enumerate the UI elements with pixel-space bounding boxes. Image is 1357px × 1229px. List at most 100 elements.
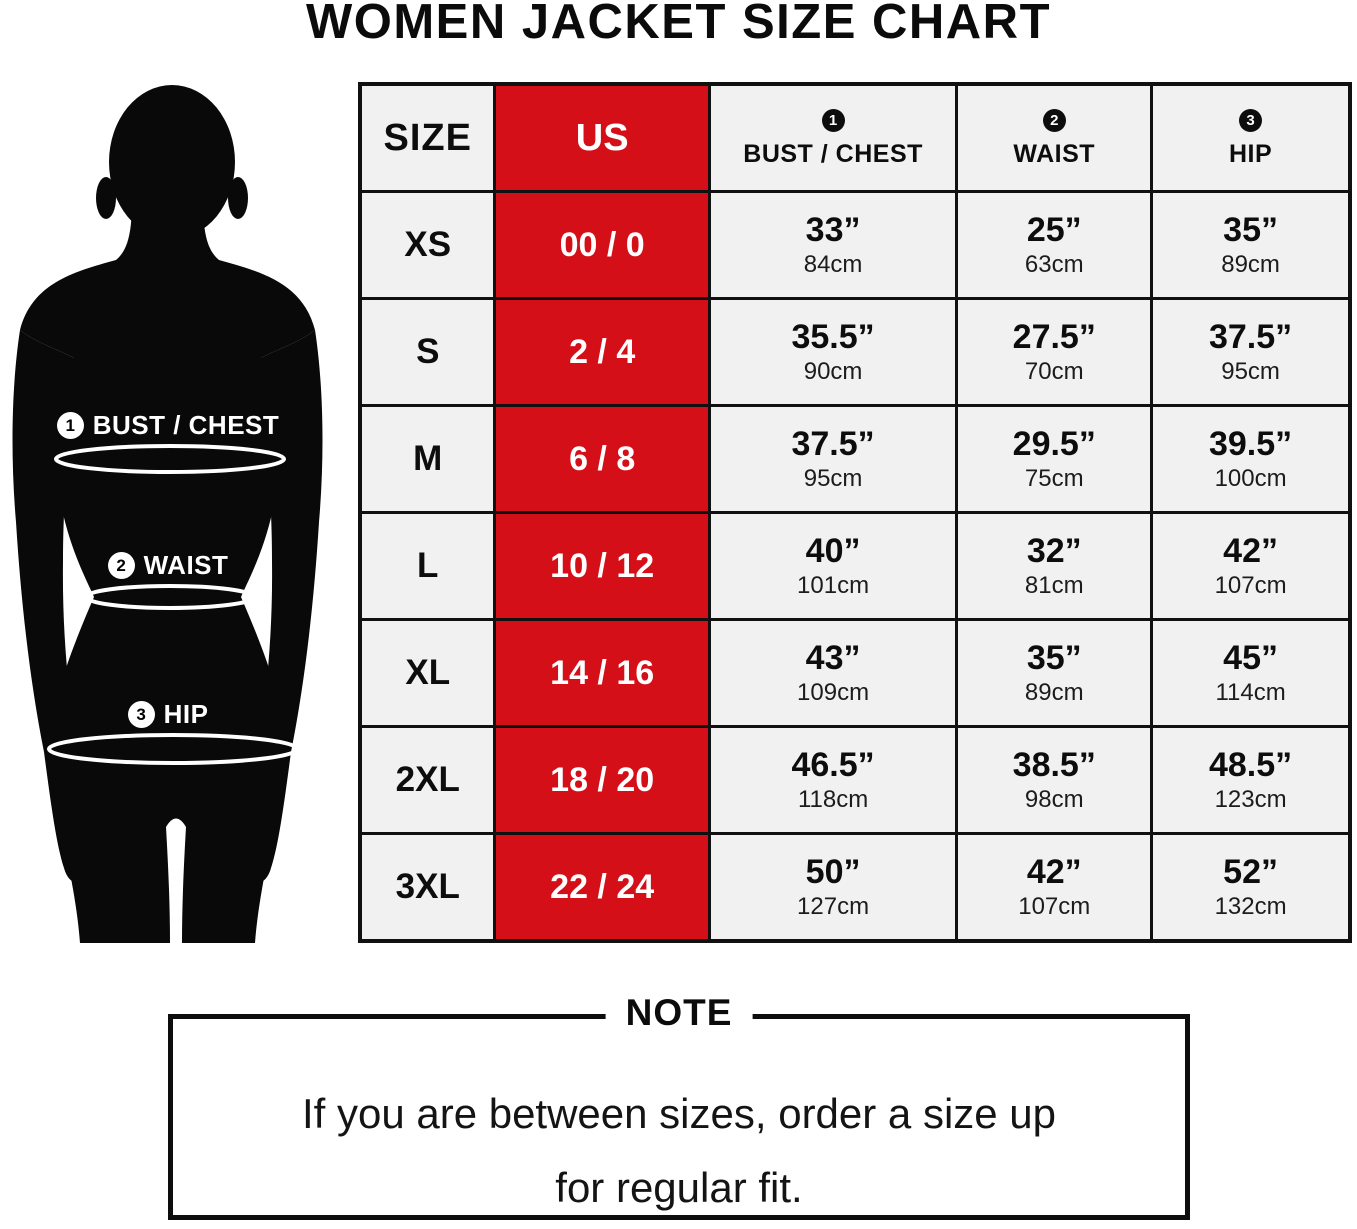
waist-cm: 107cm [1018, 893, 1091, 920]
bust-measure-ellipse [54, 444, 286, 474]
hip-cell: 48.5” 123cm [1153, 728, 1348, 832]
bust-inches: 33” [805, 210, 861, 249]
hip-cell: 37.5” 95cm [1153, 300, 1348, 404]
waist-cm: 81cm [1024, 572, 1084, 599]
hip-inches: 52” [1223, 852, 1278, 891]
hip-measure-ellipse [47, 733, 299, 765]
hip-inches: 39.5” [1208, 424, 1293, 463]
note-title: NOTE [605, 992, 753, 1034]
bust-cell: 40” 101cm [710, 514, 956, 618]
bust-cm: 127cm [797, 893, 870, 920]
hip-inches: 48.5” [1208, 745, 1293, 784]
waist-inches: 29.5” [1012, 424, 1096, 463]
bust-inches: 35.5” [791, 317, 875, 356]
bust-cm: 95cm [803, 465, 863, 492]
bust-cell: 35.5” 90cm [710, 300, 956, 404]
hip-cm: 95cm [1221, 358, 1280, 385]
bust-inches: 46.5” [791, 745, 875, 784]
bust-cm: 90cm [803, 358, 863, 385]
us-size-cell: 14 / 16 [496, 621, 708, 725]
us-size-cell: 2 / 4 [496, 300, 708, 404]
number-2-badge-icon: 2 [1042, 109, 1066, 132]
waist-inches: 25” [1026, 210, 1082, 249]
size-cell: L [362, 514, 494, 618]
hip-cell: 45” 114cm [1153, 621, 1348, 725]
bust-cm: 84cm [803, 251, 863, 278]
hip-inches: 42” [1223, 531, 1278, 570]
waist-inches: 35” [1026, 638, 1082, 677]
number-2-badge-icon: 2 [107, 552, 135, 579]
note-box: NOTE If you are between sizes, order a s… [168, 992, 1190, 1220]
waist-cm: 75cm [1024, 465, 1084, 492]
figure-label-bust: 1 BUST / CHEST [8, 410, 328, 441]
bust-cm: 109cm [797, 679, 870, 706]
figure-label-waist-text: WAIST [143, 550, 229, 580]
header-waist-label: WAIST [1013, 140, 1096, 168]
header-size: SIZE [362, 86, 494, 190]
waist-cm: 98cm [1024, 786, 1084, 813]
header-hip-label: HIP [1228, 140, 1273, 168]
page-title: WOMEN JACKET SIZE CHART [306, 0, 1051, 49]
hip-inches: 37.5” [1208, 317, 1293, 356]
note-line-1: If you are between sizes, order a size u… [301, 1090, 1057, 1137]
us-size-cell: 00 / 0 [496, 193, 708, 297]
figure-label-waist: 2 WAIST [8, 550, 328, 581]
figure-label-hip: 3 HIP [8, 699, 328, 730]
bust-cell: 46.5” 118cm [710, 728, 956, 832]
bust-inches: 43” [805, 638, 861, 677]
waist-cell: 27.5” 70cm [958, 300, 1151, 404]
header-us: US [496, 86, 708, 190]
size-table: SIZE US 1 BUST / CHEST 2 WAIST 3 HIP XS … [358, 82, 1352, 943]
hip-cm: 132cm [1214, 893, 1287, 920]
bust-inches: 50” [805, 852, 861, 891]
waist-cell: 38.5” 98cm [958, 728, 1151, 832]
hip-cm: 89cm [1221, 251, 1280, 278]
size-cell: XS [362, 193, 494, 297]
bust-inches: 37.5” [791, 424, 875, 463]
waist-cm: 63cm [1024, 251, 1084, 278]
waist-inches: 27.5” [1012, 317, 1096, 356]
waist-inches: 32” [1026, 531, 1082, 570]
bust-cm: 101cm [797, 572, 870, 599]
note-text: If you are between sizes, order a size u… [173, 1077, 1185, 1225]
hip-cell: 39.5” 100cm [1153, 407, 1348, 511]
number-1-badge-icon: 1 [821, 109, 845, 132]
waist-cm: 70cm [1024, 358, 1084, 385]
hip-inches: 45” [1223, 638, 1278, 677]
us-size-cell: 22 / 24 [496, 835, 708, 939]
size-cell: M [362, 407, 494, 511]
hip-cell: 35” 89cm [1153, 193, 1348, 297]
waist-cm: 89cm [1024, 679, 1084, 706]
bust-cm: 118cm [797, 786, 869, 813]
size-cell: 3XL [362, 835, 494, 939]
waist-cell: 35” 89cm [958, 621, 1151, 725]
us-size-cell: 18 / 20 [496, 728, 708, 832]
header-hip: 3 HIP [1153, 86, 1348, 190]
waist-inches: 42” [1026, 852, 1082, 891]
bust-cell: 43” 109cm [710, 621, 956, 725]
hip-cm: 100cm [1214, 465, 1287, 492]
size-cell: S [362, 300, 494, 404]
bust-cell: 50” 127cm [710, 835, 956, 939]
figure-label-hip-text: HIP [163, 699, 209, 729]
hip-inches: 35” [1223, 210, 1278, 249]
hip-cm: 123cm [1214, 786, 1287, 813]
waist-cell: 42” 107cm [958, 835, 1151, 939]
number-1-badge-icon: 1 [56, 412, 84, 439]
bust-cell: 37.5” 95cm [710, 407, 956, 511]
us-size-cell: 10 / 12 [496, 514, 708, 618]
us-size-cell: 6 / 8 [496, 407, 708, 511]
bust-inches: 40” [805, 531, 861, 570]
woman-silhouette-svg [12, 85, 323, 943]
waist-cell: 25” 63cm [958, 193, 1151, 297]
note-line-2: for regular fit. [555, 1164, 803, 1211]
hip-cell: 52” 132cm [1153, 835, 1348, 939]
body-silhouette-figure: 1 BUST / CHEST 2 WAIST 3 HIP [8, 82, 356, 943]
size-cell: XL [362, 621, 494, 725]
waist-cell: 29.5” 75cm [958, 407, 1151, 511]
waist-inches: 38.5” [1012, 745, 1096, 784]
hip-cm: 107cm [1214, 572, 1287, 599]
hip-cell: 42” 107cm [1153, 514, 1348, 618]
header-bust-chest: 1 BUST / CHEST [710, 86, 956, 190]
